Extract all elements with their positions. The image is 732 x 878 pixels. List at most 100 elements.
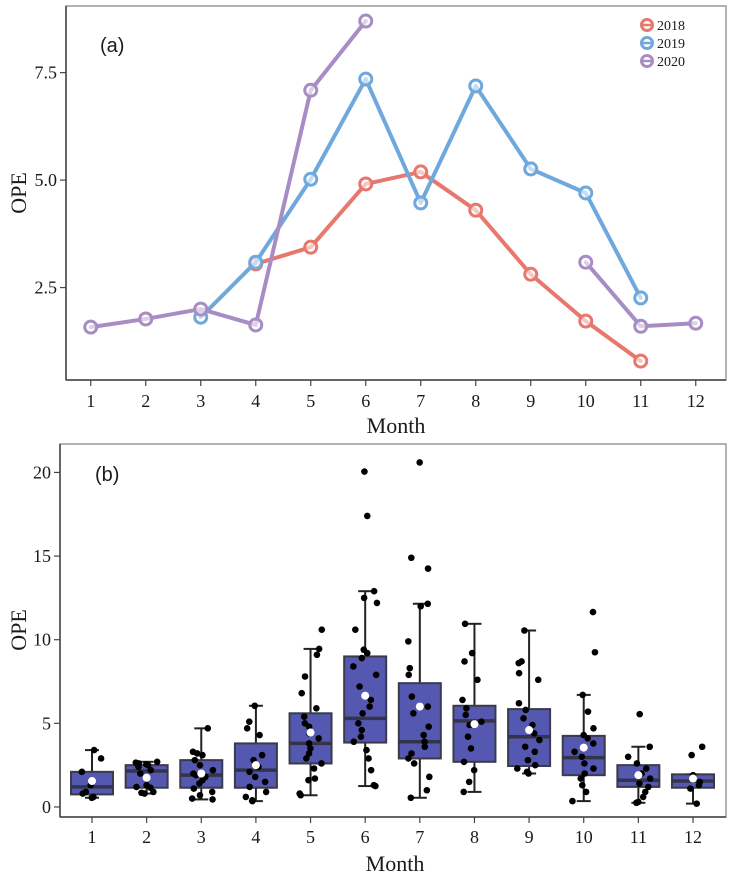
panel-b-y-ticks: 0 5 10 15 20 [33,462,60,817]
data-point [136,770,144,777]
data-point [460,788,468,796]
data-point [693,800,700,807]
data-point [646,743,654,751]
data-point [687,785,694,792]
data-point [352,626,359,633]
data-point [367,766,375,774]
data-point [460,758,468,766]
data-point [258,751,266,759]
data-point [590,765,597,772]
mean-marker [142,773,151,782]
x-tick-label: 11 [632,391,649,411]
data-point [301,673,309,680]
mean-marker [361,691,370,700]
data-point [199,751,206,759]
data-point [132,759,140,766]
data-point [459,696,466,704]
data-point [363,512,371,520]
data-point [478,718,485,725]
data-point [578,781,586,789]
data-point [521,627,528,634]
panel-b-label: (b) [95,464,119,486]
series-line-2020 [88,19,368,330]
data-point [636,780,643,787]
mean-marker [689,774,697,783]
data-point [407,794,415,802]
x-tick-label: 8 [471,391,480,411]
data-point [590,725,597,732]
data-point [188,795,196,802]
box-month-5 [288,626,333,799]
mean-marker [197,769,206,778]
data-point-2019 [358,71,374,87]
x-tick-label: 2 [141,391,150,411]
y-tick-label: 15 [33,546,51,566]
data-point [463,704,470,712]
x-tick-label: 4 [251,827,260,847]
data-point [698,743,706,751]
mean-marker [634,771,643,780]
data-point [97,755,105,762]
x-tick-label: 6 [361,391,370,411]
data-point [421,743,429,751]
data-point [315,735,322,742]
data-point [410,709,417,717]
data-point [298,689,306,697]
data-point [408,554,415,562]
data-point [578,753,586,761]
data-point-2018 [523,266,539,282]
box-month-9 [507,627,552,777]
data-point-2019 [413,195,429,211]
data-point [355,720,362,727]
data-point [582,788,590,796]
data-point [147,766,155,774]
data-point [357,733,365,741]
data-point [305,750,313,757]
data-point-2019 [633,290,649,306]
y-tick-label: 5.0 [35,170,58,190]
panel-b-x-title: Month [366,851,425,876]
data-point [580,731,587,739]
data-point [522,706,530,714]
legend-item-2018: 2018 [640,18,685,34]
mean-marker [88,777,96,786]
data-point [209,796,216,803]
data-point [521,743,529,751]
data-point [646,775,654,782]
data-point [204,725,212,732]
data-point [405,638,412,645]
data-point-2019 [248,254,264,270]
x-tick-label: 1 [88,827,97,847]
data-point [143,781,150,789]
legend-item-2019: 2019 [640,36,685,52]
x-tick-label: 5 [306,827,315,847]
data-point [153,758,161,766]
data-point-2020 [633,318,649,334]
data-point [318,760,325,767]
data-point [350,663,357,670]
legend-label: 2018 [657,19,685,34]
data-point-2020 [83,319,99,335]
data-point [624,753,632,761]
data-point-2018 [303,239,319,255]
data-point [261,778,269,786]
data-point [372,671,380,679]
data-point [360,594,368,602]
panel-a-frame [65,5,727,381]
box-month-11 [616,710,661,807]
panel-a-x-ticks: 1 2 3 4 5 6 7 8 9 10 11 12 [86,380,705,411]
data-point [196,791,204,799]
box-month-2 [124,758,169,797]
data-point [313,651,321,659]
data-point [579,691,587,699]
y-tick-label: 5 [42,713,51,733]
data-point-2018 [578,313,594,329]
data-point [518,658,525,665]
data-point-2019 [578,185,594,201]
data-point [569,797,576,805]
series-line-2018 [253,169,643,364]
iqr-box [343,655,388,744]
data-point [642,765,650,772]
data-point [249,796,256,804]
x-tick-label: 12 [684,827,702,847]
